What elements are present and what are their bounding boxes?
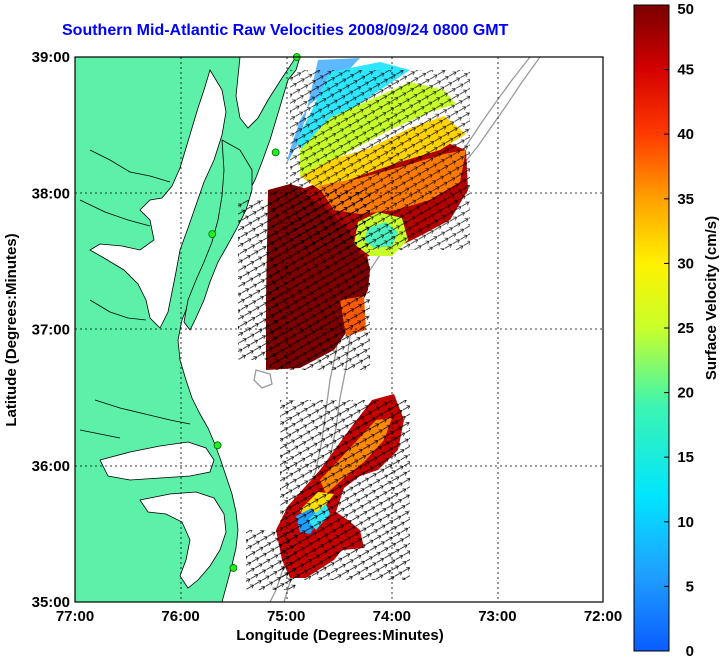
plot-frame: [74, 56, 604, 603]
latitude-tick-label: 35:00: [32, 594, 70, 611]
map-title: Southern Mid-Atlantic Raw Velocities 200…: [62, 22, 509, 39]
y-axis-label: Latitude (Degrees:Minutes): [3, 233, 20, 426]
delmarva-peninsula: [183, 139, 253, 331]
colorbar-tick-label: 20: [677, 385, 694, 402]
map-grid: [75, 57, 603, 602]
colorbar-tick-label: 30: [677, 255, 694, 272]
longitude-tick-label: 75:00: [267, 608, 305, 625]
longitude-tick-label: 73:00: [478, 608, 516, 625]
latitude-tick-label: 36:00: [32, 458, 70, 475]
colorbar-tick-label: 40: [677, 126, 694, 143]
colorbar-tick-label: 15: [677, 449, 694, 466]
longitude-ticks: 77:00 76:00 75:00 74:00 73:00 72:00: [56, 608, 622, 625]
radar-station-marker: [208, 230, 217, 239]
latitude-ticks: 39:00 38:00 37:00 36:00 35:00: [32, 49, 70, 611]
longitude-tick-label: 72:00: [584, 608, 622, 625]
colorbar-tick-label: 0: [686, 643, 694, 659]
chesapeake-bay: [89, 69, 227, 329]
colorbar: [633, 4, 670, 652]
longitude-tick-label: 77:00: [56, 608, 94, 625]
velocity-field-south: [246, 394, 410, 590]
latitude-tick-label: 39:00: [32, 49, 70, 66]
pamlico-sound: [139, 491, 227, 589]
radar-station-marker: [229, 564, 238, 572]
latitude-tick-label: 38:00: [32, 185, 70, 202]
colorbar-tick-label: 25: [677, 320, 694, 337]
colorbar-label: Surface Velocity (cm/s): [703, 216, 720, 380]
radar-station-marker: [271, 148, 280, 157]
longitude-tick-label: 76:00: [161, 608, 199, 625]
delaware-bay: [235, 57, 297, 129]
radar-station-marker: [213, 441, 222, 450]
colorbar-tick-label: 50: [677, 1, 694, 18]
velocity-field-north: [238, 58, 470, 370]
longitude-tick-label: 74:00: [373, 608, 411, 625]
latitude-tick-label: 37:00: [32, 322, 70, 339]
rivers: [79, 149, 191, 439]
x-axis-label: Longitude (Degrees:Minutes): [236, 627, 444, 644]
colorbar-tick-label: 10: [677, 514, 694, 531]
colorbar-tick-label: 5: [686, 578, 694, 595]
colorbar-tick-label: 45: [677, 62, 694, 79]
colorbar-tick-label: 35: [677, 191, 694, 208]
